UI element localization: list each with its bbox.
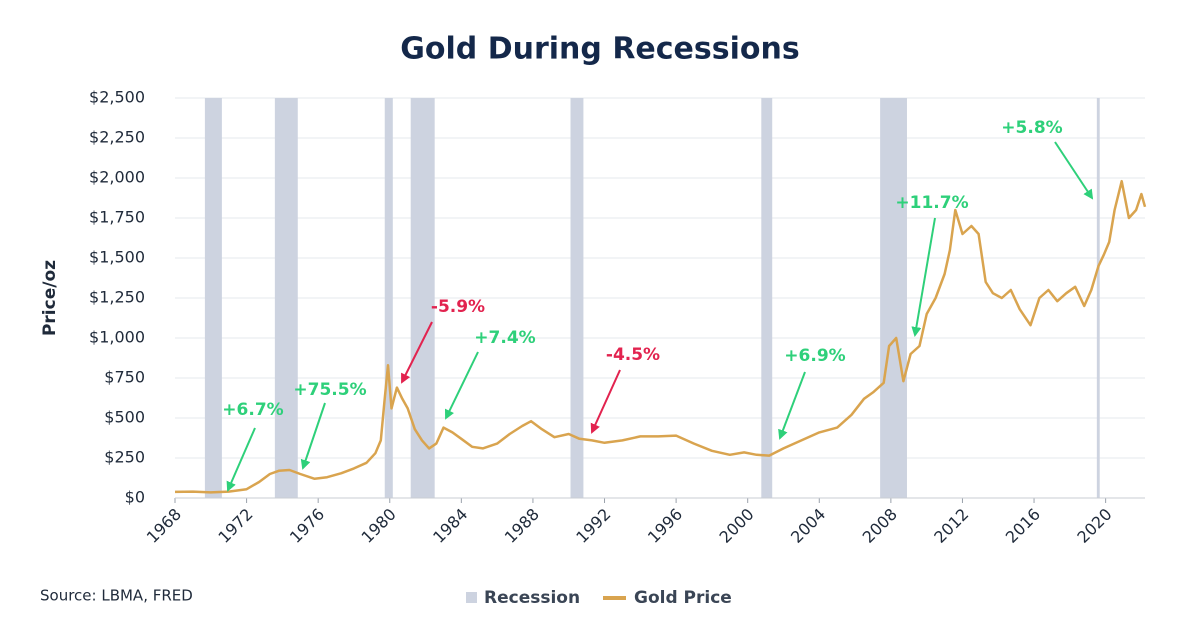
recession-band (274, 98, 298, 498)
x-tick-label: 1984 (429, 505, 471, 547)
source: Source: LBMA, FRED (40, 587, 193, 605)
recession-band (1096, 98, 1100, 498)
y-tick-label: $750 (104, 368, 145, 387)
annotation-arrow (444, 351, 479, 420)
x-tick-label: 2020 (1073, 505, 1115, 547)
x-tick-label: 1968 (143, 505, 185, 547)
annotation-arrow (226, 427, 256, 492)
y-tick-label: $250 (104, 448, 145, 467)
x-tick-label: 1996 (644, 505, 686, 547)
x-tick-label: 2000 (715, 505, 757, 547)
recession-band (761, 98, 773, 498)
y-tick-label: $1,250 (89, 288, 145, 307)
annotation: +6.7% (222, 400, 283, 420)
gold-price-line (174, 179, 1147, 494)
annotation-arrow (911, 217, 936, 337)
annotation: +7.4% (474, 328, 535, 348)
recession-band (880, 98, 907, 498)
x-tick-label: 1972 (214, 505, 256, 547)
chart-title: Gold During Recessions (400, 32, 799, 67)
x-tick-label: 2012 (930, 505, 972, 547)
annotation: +11.7% (895, 193, 968, 213)
annotation: +6.9% (784, 346, 845, 366)
x-tick-label: 1980 (358, 505, 400, 547)
annotation-arrow (300, 402, 326, 470)
recession-band (384, 98, 393, 498)
legend-swatch (466, 592, 477, 603)
annotation: -4.5% (606, 345, 660, 365)
y-tick-label: $1,000 (89, 328, 145, 347)
y-tick-label: $2,500 (89, 88, 145, 107)
legend-label: Recession (484, 588, 580, 608)
x-tick-label: 2004 (787, 505, 829, 547)
y-tick-label: $0 (125, 488, 145, 507)
x-tick-label: 1976 (286, 505, 328, 547)
y-axis-label: Price/oz (40, 260, 60, 336)
annotation-arrow (1054, 141, 1094, 200)
x-tick-label: 2008 (859, 505, 901, 547)
recession-band (204, 98, 222, 498)
y-tick-label: $2,000 (89, 168, 145, 187)
recession-band (570, 98, 584, 498)
x-tick-label: 2016 (1002, 505, 1044, 547)
y-tick-label: $1,500 (89, 248, 145, 267)
x-tick-label: 1988 (501, 505, 543, 547)
y-tick-label: $1,750 (89, 208, 145, 227)
recession-band (410, 98, 435, 498)
y-tick-label: $500 (104, 408, 145, 427)
annotation-arrow (778, 371, 806, 440)
annotation: +5.8% (1001, 118, 1062, 138)
legend-label: Gold Price (634, 588, 732, 608)
annotation-arrow (401, 321, 433, 384)
y-tick-label: $2,250 (89, 128, 145, 147)
annotation: -5.9% (431, 297, 485, 317)
x-tick-label: 1992 (572, 505, 614, 547)
annotation-arrow (590, 369, 621, 434)
annotation: +75.5% (293, 380, 366, 400)
